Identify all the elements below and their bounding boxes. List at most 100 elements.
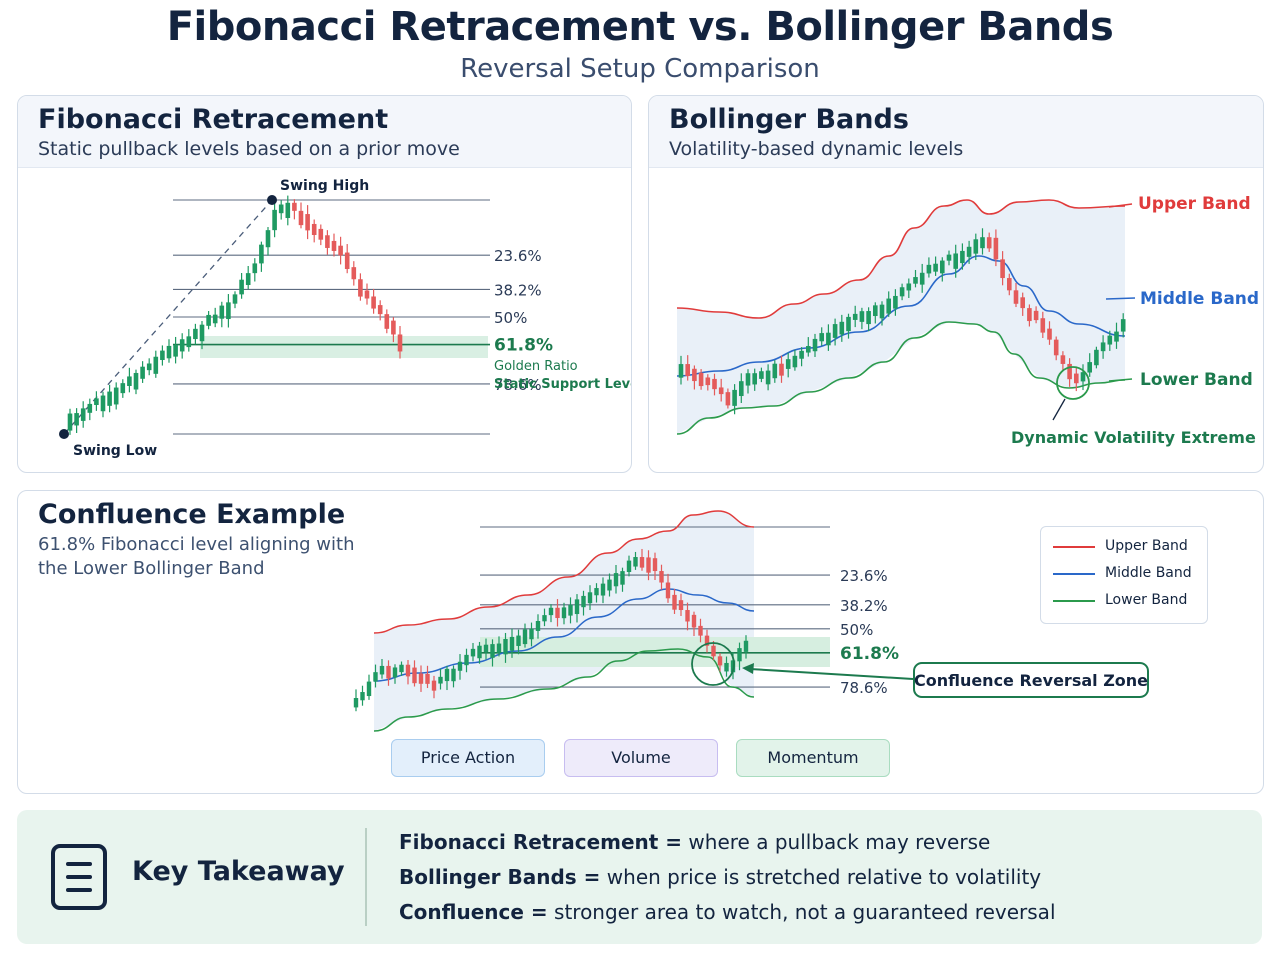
candle-body [412, 667, 417, 684]
document-icon [51, 844, 107, 910]
candle-body [146, 363, 152, 371]
bollinger-panel-subtitle: Volatility-based dynamic levels [669, 138, 964, 160]
candle-body [639, 557, 645, 568]
candle-body [199, 324, 205, 342]
candle-body [386, 665, 391, 679]
candle-body [522, 629, 528, 645]
legend-label: Lower Band [1105, 592, 1188, 608]
candle-body [392, 667, 398, 678]
candle-body [1080, 372, 1086, 382]
upper-band-label: Upper Band [1138, 194, 1251, 214]
candle-body [160, 350, 165, 361]
candle-body [219, 305, 225, 319]
candle-body [906, 283, 912, 291]
fib-level-label: 61.8% [494, 336, 553, 356]
candle-body [1040, 318, 1046, 333]
takeaway-text: when price is stretched relative to vola… [600, 865, 1042, 889]
candle-body [737, 648, 742, 662]
candle-body [555, 607, 560, 619]
candle-body [153, 356, 159, 374]
candle-body [397, 334, 403, 352]
candle-body [265, 230, 271, 248]
main-title: Fibonacci Retracement vs. Bollinger Band… [166, 4, 1114, 50]
candle-body [725, 392, 731, 406]
candle-body [1107, 335, 1113, 345]
candle-body [704, 635, 710, 646]
candle-body [74, 413, 79, 426]
candle-body [425, 673, 430, 684]
fibonacci-panel-title: Fibonacci Retracement [38, 104, 389, 135]
middle-band-pointer [1105, 297, 1136, 300]
legend-item-middle: Middle Band [1053, 564, 1203, 584]
confluence-circle [691, 642, 735, 686]
fibonacci-panel-subtitle: Static pullback levels based on a prior … [38, 138, 460, 160]
candle-body [107, 391, 112, 406]
candle-body [940, 260, 945, 274]
candle-body [812, 338, 818, 352]
candle-body [542, 615, 547, 622]
fibonacci-chart: 23.6% 38.2% 50% 61.8% 78.6% Swing High Swing… [59, 178, 632, 459]
candle-body [711, 645, 716, 657]
candle-body [1094, 349, 1099, 366]
legend-swatch [1053, 600, 1095, 602]
candle-body [745, 373, 751, 386]
fibonacci-panel: Fibonacci Retracement Static pullback le… [17, 95, 632, 473]
candle-body [607, 579, 612, 591]
candle-body [516, 635, 521, 646]
candle-body [1020, 297, 1025, 309]
candle-body [509, 636, 515, 651]
candle-body [785, 359, 791, 369]
candle-body [879, 304, 885, 319]
candle-body [587, 592, 593, 604]
confluence-zone-band [480, 637, 830, 667]
candle-body [100, 395, 106, 412]
candle-body [980, 237, 985, 249]
candle-body [792, 355, 798, 368]
candle-body [360, 692, 365, 701]
lower-band-pointer [1108, 378, 1133, 382]
candle-body [678, 364, 684, 378]
candle-body [140, 366, 145, 379]
candle-body [338, 245, 343, 256]
candle-body [712, 378, 717, 390]
candle-body [698, 372, 704, 387]
candle-body [724, 662, 729, 672]
candle-body [173, 345, 178, 357]
fib-level-label: 23.6% [494, 247, 542, 265]
candle-body [960, 250, 965, 264]
candle-body [212, 314, 218, 324]
candle-body [285, 202, 291, 219]
price-action-chip[interactable]: Price Action [391, 739, 545, 777]
takeaway-term: Bollinger Bands = [399, 865, 601, 889]
candle-body [120, 383, 126, 394]
takeaway-text: stronger area to watch, not a guaranteed… [547, 900, 1056, 924]
candle-body [743, 640, 749, 652]
static-support-label: Static Support Level [494, 377, 632, 392]
candle-body [953, 253, 958, 269]
swing-high-label: Swing High [280, 178, 369, 194]
candle-body [685, 610, 690, 622]
candle-body [311, 223, 317, 236]
volume-chip[interactable]: Volume [564, 739, 718, 777]
candle-body [166, 345, 172, 359]
candle-body [529, 628, 534, 640]
fib-level-label: 50% [494, 309, 527, 327]
candle-body [926, 264, 932, 274]
momentum-chip[interactable]: Momentum [736, 739, 890, 777]
candle-body [245, 273, 251, 285]
candle-body [325, 235, 330, 248]
candle-body [739, 381, 744, 397]
candle-body [490, 644, 495, 658]
candle-body [548, 607, 554, 616]
candle-body [633, 557, 638, 567]
candle-body [832, 324, 838, 338]
takeaway-text: where a pullback may reverse [682, 830, 991, 854]
candle-body [80, 408, 86, 421]
candle-body [1027, 308, 1032, 322]
main-subtitle: Reversal Setup Comparison [460, 54, 820, 84]
candle-body [705, 377, 711, 386]
candle-body [1007, 278, 1012, 291]
divider [365, 828, 367, 926]
upper-band-pointer [1108, 203, 1133, 208]
fib-level-label: 38.2% [840, 597, 888, 615]
